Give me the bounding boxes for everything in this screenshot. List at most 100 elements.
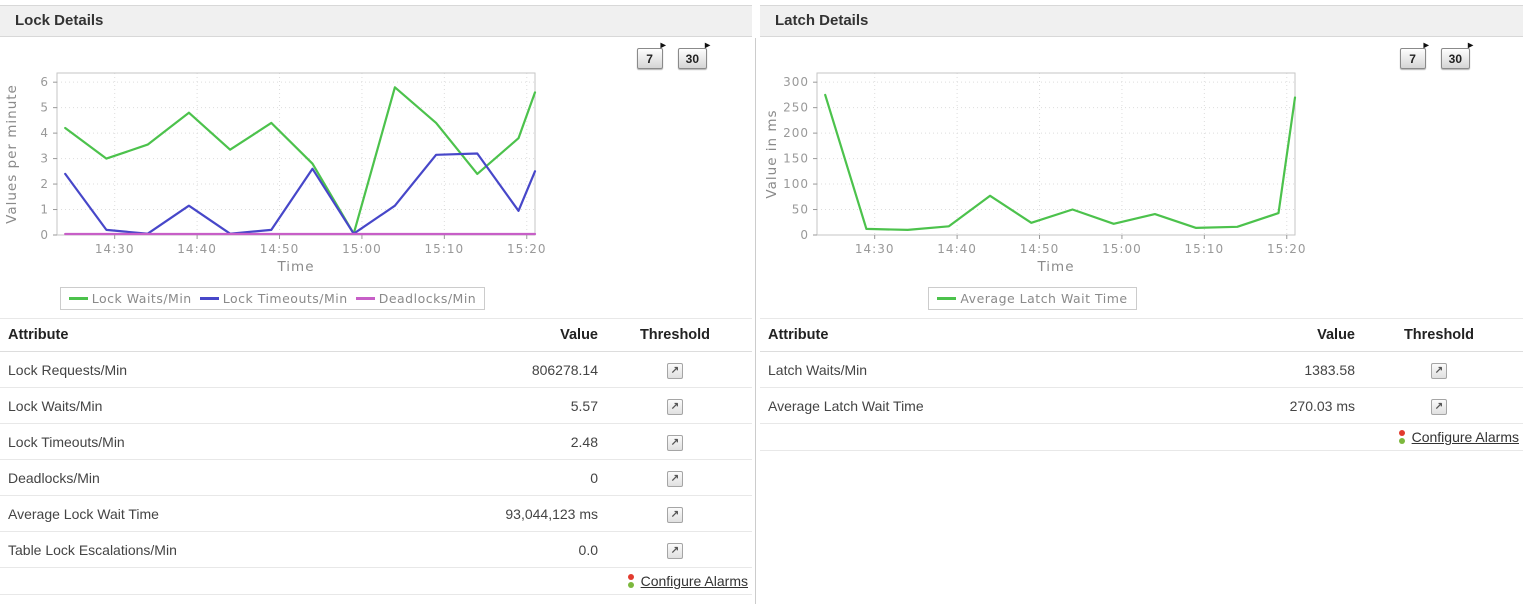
value-cell: 1383.58 xyxy=(1185,351,1355,388)
column-header-threshold: Threshold xyxy=(598,318,752,352)
configure-alarms-cell: Configure Alarms xyxy=(0,567,752,595)
range-button-arrow-icon: ▸ xyxy=(704,40,710,51)
x-tick-label: 15:10 xyxy=(1185,242,1225,256)
legend-item: Average Latch Wait Time xyxy=(937,291,1127,306)
chart-zone: 7 ▸ 30 ▸ 0 50 100 150 200 250 300 14:30 14:40 14:50 1… xyxy=(760,37,1523,310)
y-tick-label: 5 xyxy=(40,101,49,115)
range-7-days-button[interactable]: 7 ▸ xyxy=(1399,41,1429,69)
y-tick-label: 4 xyxy=(40,126,49,140)
value-cell: 0.0 xyxy=(428,531,598,568)
attribute-cell: Lock Requests/Min xyxy=(0,351,428,388)
range-button-label: 30 xyxy=(685,51,699,66)
table-row: Average Latch Wait Time 270.03 ms ↗ xyxy=(760,387,1523,424)
y-axis-title: Value in ms xyxy=(764,109,780,198)
attribute-table: Attribute Value Threshold Latch Waits/Min 1… xyxy=(760,318,1523,451)
alarm-green-dot xyxy=(1398,438,1405,444)
range-30-days-button[interactable]: 30 ▸ xyxy=(677,41,710,69)
range-button-arrow-icon: ▸ xyxy=(660,40,666,51)
threshold-button[interactable]: ↗ xyxy=(667,471,683,487)
threshold-button[interactable]: ↗ xyxy=(667,543,683,559)
configure-alarms-row: Configure Alarms xyxy=(760,423,1523,451)
legend-item: Deadlocks/Min xyxy=(355,291,477,306)
threshold-button[interactable]: ↗ xyxy=(1431,399,1447,415)
threshold-cell: ↗ xyxy=(598,387,752,424)
threshold-arrow-icon: ↗ xyxy=(670,473,680,484)
y-tick-label: 3 xyxy=(40,152,49,166)
attribute-cell: Latch Waits/Min xyxy=(760,351,1185,388)
attribute-cell: Average Latch Wait Time xyxy=(760,387,1185,424)
column-header-value: Value xyxy=(1185,318,1355,352)
column-header-value: Value xyxy=(428,318,598,352)
configure-alarms-link[interactable]: Configure Alarms xyxy=(640,573,748,589)
x-tick-label: 15:20 xyxy=(1267,242,1305,256)
y-tick-label: 150 xyxy=(783,152,809,166)
lock-details-panel: Lock Details 7 ▸ 30 ▸ 0 1 2 3 4 5 6 14:30 14:40 14:5… xyxy=(0,5,752,595)
y-tick-label: 0 xyxy=(800,228,809,242)
y-tick-label: 200 xyxy=(783,126,809,140)
range-30-days-button[interactable]: 30 ▸ xyxy=(1440,41,1473,69)
column-header-threshold: Threshold xyxy=(1355,318,1523,352)
legend-swatch xyxy=(68,297,88,300)
threshold-button[interactable]: ↗ xyxy=(667,399,683,415)
latch-details-panel: Latch Details 7 ▸ 30 ▸ 0 50 100 150 200 250 300 14… xyxy=(755,5,1523,604)
threshold-button[interactable]: ↗ xyxy=(667,435,683,451)
x-tick-label: 14:50 xyxy=(1020,242,1060,256)
value-cell: 5.57 xyxy=(428,387,598,424)
legend-label: Lock Waits/Min xyxy=(91,291,192,306)
attribute-cell: Deadlocks/Min xyxy=(0,459,428,496)
attribute-cell: Average Lock Wait Time xyxy=(0,495,428,532)
threshold-cell: ↗ xyxy=(598,351,752,388)
threshold-button[interactable]: ↗ xyxy=(667,507,683,523)
y-tick-label: 50 xyxy=(792,203,809,217)
series-line-lock-timeouts-min xyxy=(64,152,537,235)
x-axis-title: Time xyxy=(276,259,314,275)
range-button-label: 7 xyxy=(1409,51,1416,66)
value-cell: 806278.14 xyxy=(428,351,598,388)
alarm-green-dot xyxy=(627,582,634,588)
threshold-arrow-icon: ↗ xyxy=(670,437,680,448)
x-tick-label: 14:30 xyxy=(95,242,135,256)
legend-box: Lock Waits/Min Lock Timeouts/Min Deadlocks… xyxy=(59,287,486,310)
threshold-cell: ↗ xyxy=(598,423,752,460)
table-row: Latch Waits/Min 1383.58 ↗ xyxy=(760,351,1523,388)
table-row: Deadlocks/Min 0 ↗ xyxy=(0,459,752,496)
legend-label: Deadlocks/Min xyxy=(378,291,477,306)
threshold-cell: ↗ xyxy=(598,459,752,496)
threshold-cell: ↗ xyxy=(1355,351,1523,388)
range-button-label: 30 xyxy=(1448,51,1462,66)
threshold-button[interactable]: ↗ xyxy=(667,363,683,379)
x-tick-label: 15:00 xyxy=(342,242,382,256)
panel-title: Latch Details xyxy=(760,5,1523,37)
attribute-cell: Table Lock Escalations/Min xyxy=(0,531,428,568)
value-cell: 270.03 ms xyxy=(1185,387,1355,424)
table-row: Lock Requests/Min 806278.14 ↗ xyxy=(0,351,752,388)
y-tick-label: 0 xyxy=(40,228,49,242)
alarm-traffic-light-icon xyxy=(1398,430,1406,444)
panel-title: Lock Details xyxy=(0,5,752,37)
legend-swatch xyxy=(355,297,375,300)
legend-item: Lock Waits/Min xyxy=(68,291,192,306)
threshold-cell: ↗ xyxy=(598,531,752,568)
y-axis-title: Values per minute xyxy=(4,84,20,224)
range-7-days-button[interactable]: 7 ▸ xyxy=(636,41,666,69)
threshold-cell: ↗ xyxy=(598,495,752,532)
chart-legend: Lock Waits/Min Lock Timeouts/Min Deadlocks… xyxy=(0,287,545,310)
threshold-arrow-icon: ↗ xyxy=(1434,365,1444,376)
attribute-cell: Lock Waits/Min xyxy=(0,387,428,424)
threshold-arrow-icon: ↗ xyxy=(670,509,680,520)
threshold-cell: ↗ xyxy=(1355,387,1523,424)
series-line-lock-waits-min xyxy=(64,86,537,235)
y-tick-label: 100 xyxy=(783,177,809,191)
latch-details-chart: 0 50 100 150 200 250 300 14:30 14:40 14:50 15:00 15… xyxy=(764,72,1305,275)
legend-label: Lock Timeouts/Min xyxy=(222,291,348,306)
threshold-button[interactable]: ↗ xyxy=(1431,363,1447,379)
value-cell: 93,044,123 ms xyxy=(428,495,598,532)
chart-zone: 7 ▸ 30 ▸ 0 1 2 3 4 5 6 14:30 14:40 14:50 15:00 15:10 15… xyxy=(0,37,752,310)
table-row: Average Lock Wait Time 93,044,123 ms ↗ xyxy=(0,495,752,532)
y-tick-label: 1 xyxy=(40,203,49,217)
value-cell: 2.48 xyxy=(428,423,598,460)
configure-alarms-link[interactable]: Configure Alarms xyxy=(1411,429,1519,445)
configure-alarms-row: Configure Alarms xyxy=(0,567,752,595)
y-tick-label: 2 xyxy=(40,177,49,191)
